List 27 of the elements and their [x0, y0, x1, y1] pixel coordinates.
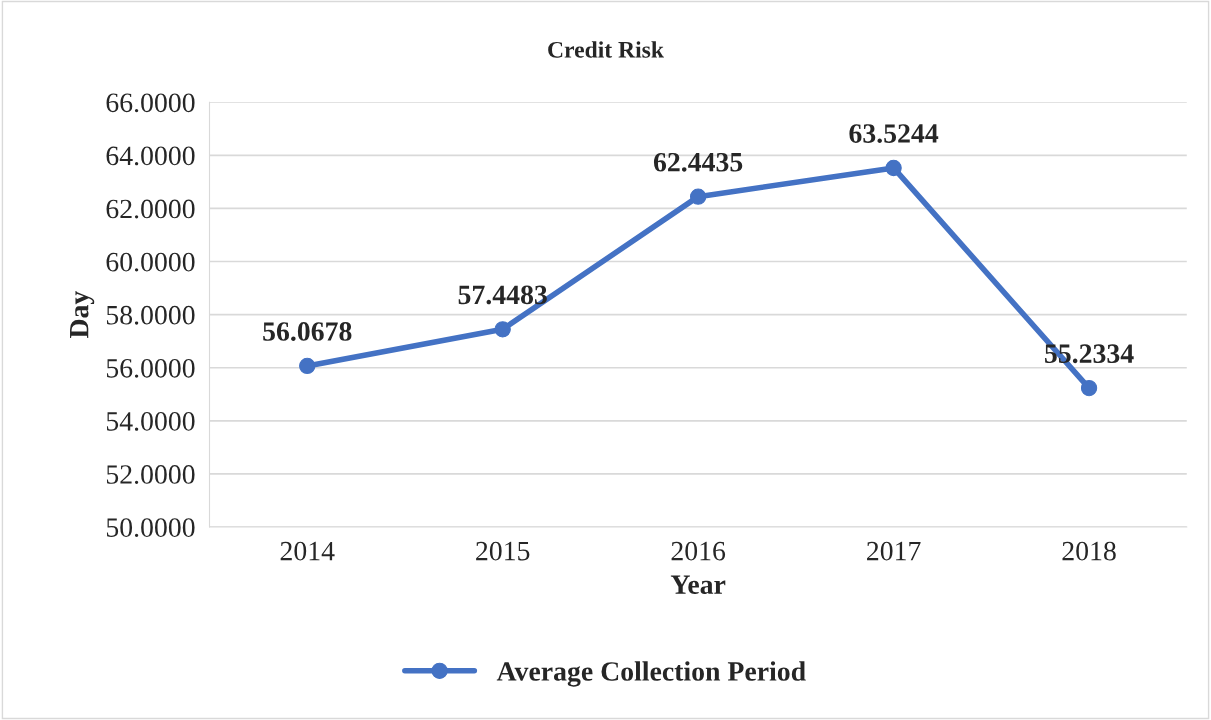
- y-tick-label: 62.0000: [106, 199, 195, 219]
- y-tick-label: 66.0000: [106, 93, 195, 113]
- x-tick-label: 2015: [476, 541, 530, 561]
- x-axis-title: Year: [670, 575, 726, 594]
- point: [494, 321, 511, 338]
- x-tick-label: 2017: [867, 541, 921, 561]
- y-tick-label: 58.0000: [106, 305, 195, 325]
- point: [1080, 379, 1098, 397]
- y-tick-label: 50.0000: [106, 518, 195, 538]
- point: [689, 188, 707, 205]
- y-tick-label: 52.0000: [106, 465, 195, 484]
- data-label: 63.5244: [849, 124, 939, 143]
- point: [885, 159, 902, 177]
- y-axis-title: Day: [70, 290, 95, 339]
- x-tick-label: 2014: [280, 541, 335, 561]
- data-label: 56.0678: [263, 322, 352, 341]
- x-tick-label: 2016: [671, 541, 726, 561]
- data-label: 62.4435: [653, 152, 743, 172]
- y-tick-label: 60.0000: [106, 252, 195, 272]
- point: [299, 357, 316, 375]
- y-tick-label: 54.0000: [106, 412, 195, 431]
- x-tick-label: 2018: [1062, 541, 1116, 561]
- y-tick-label: 56.0000: [106, 358, 195, 378]
- data-label: 57.4483: [458, 285, 547, 305]
- legend-label: Average Collection Period: [496, 661, 806, 687]
- y-tick-label: 64.0000: [106, 146, 195, 166]
- chart-title: Credit Risk: [548, 41, 664, 58]
